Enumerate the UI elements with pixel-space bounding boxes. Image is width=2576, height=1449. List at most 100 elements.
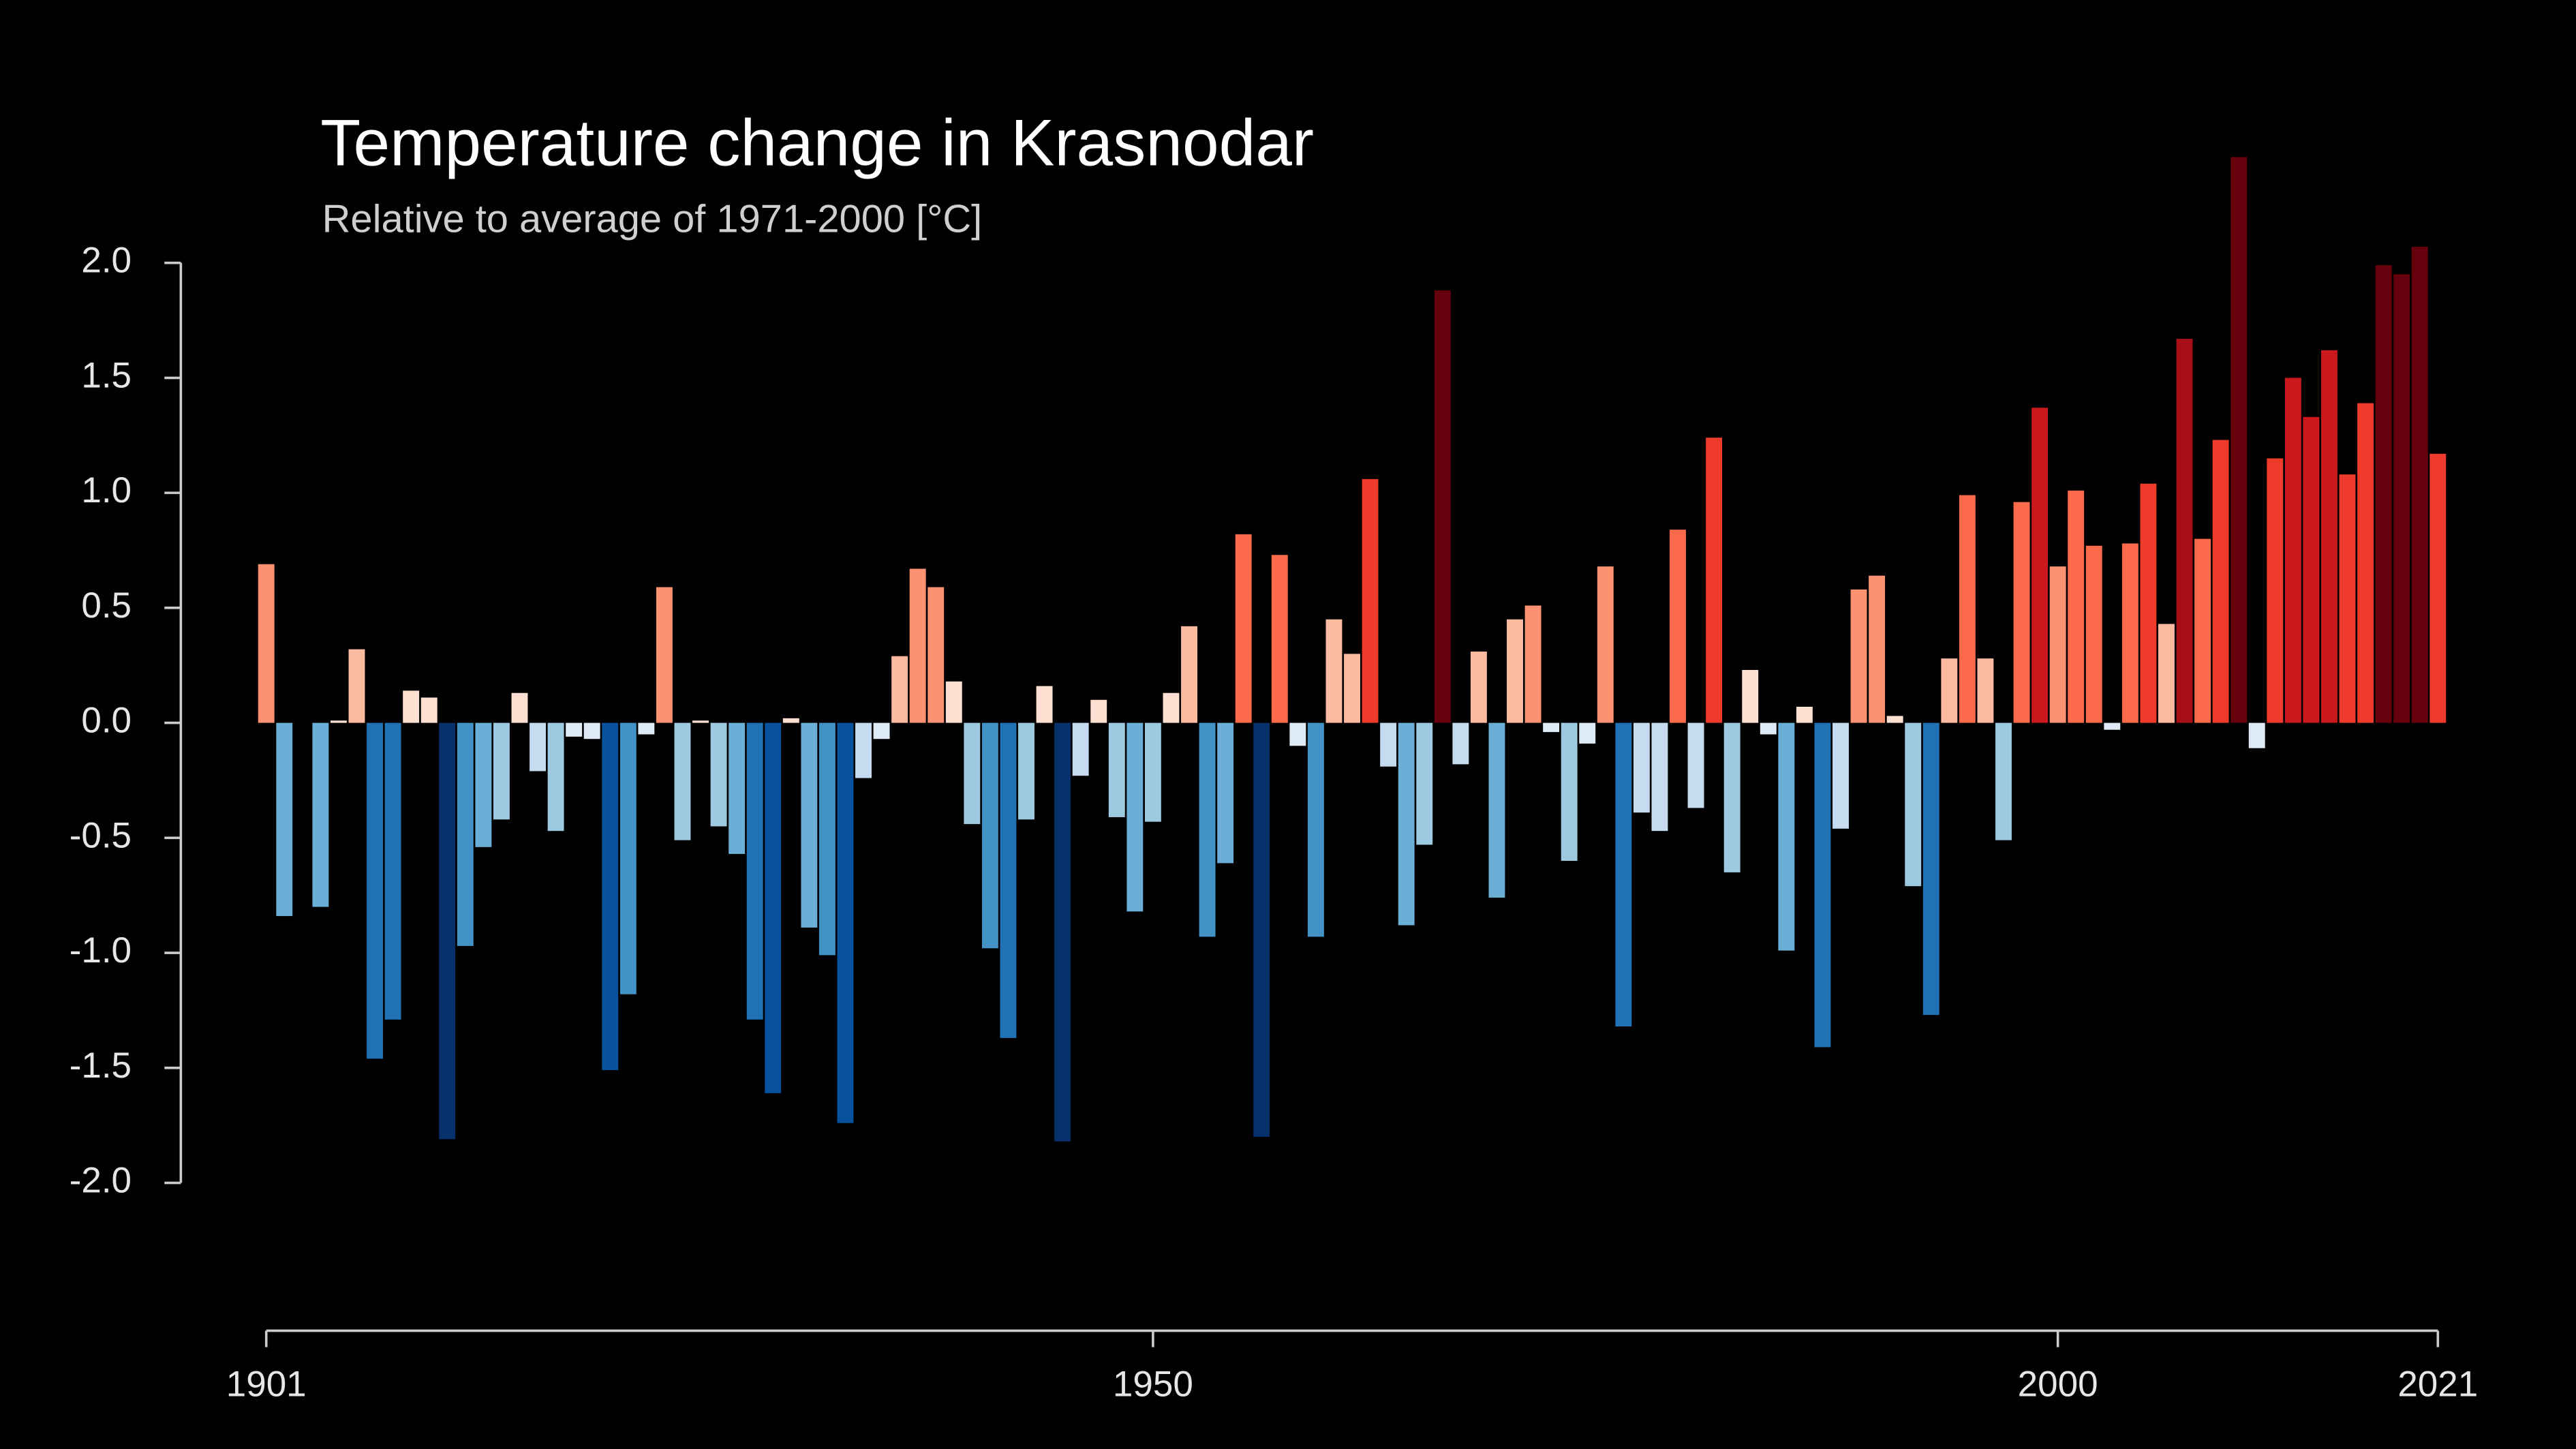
- bar: [710, 722, 727, 827]
- bar: [1488, 722, 1505, 898]
- y-tick-label: -0.5: [70, 815, 132, 855]
- bar: [276, 722, 293, 917]
- x-tick-label: 1950: [1113, 1364, 1193, 1404]
- bar: [1760, 722, 1777, 735]
- bar: [2411, 247, 2428, 723]
- bar: [2031, 408, 2049, 723]
- y-tick-label: 0.5: [81, 585, 132, 626]
- bar: [1579, 722, 1596, 744]
- bar: [2121, 543, 2138, 723]
- bar: [547, 722, 564, 832]
- bar: [801, 722, 818, 928]
- chart-title: Temperature change in Krasnodar: [320, 106, 1314, 179]
- bar: [1416, 722, 1433, 845]
- bar: [1995, 722, 2012, 840]
- bar: [1199, 722, 1216, 937]
- x-tick-label: 2000: [2018, 1364, 2098, 1404]
- bar: [765, 722, 782, 1093]
- bar: [403, 690, 420, 723]
- bar: [493, 722, 510, 820]
- bar: [1018, 722, 1034, 820]
- bar: [818, 722, 835, 956]
- bar: [1054, 722, 1071, 1142]
- bar: [1452, 722, 1469, 765]
- bar: [583, 722, 600, 739]
- bar: [1253, 722, 1270, 1138]
- bar: [945, 681, 962, 723]
- bar: [1434, 290, 1451, 723]
- bar: [782, 718, 799, 723]
- bar: [1524, 605, 1542, 723]
- bar: [1181, 626, 1197, 723]
- bar: [2230, 157, 2248, 723]
- bar: [330, 720, 347, 723]
- bar: [1108, 722, 1125, 817]
- bar: [1778, 722, 1795, 951]
- bar: [420, 697, 438, 723]
- bar: [2357, 403, 2374, 723]
- bar: [384, 722, 401, 1020]
- bar: [566, 722, 583, 737]
- bar: [1850, 589, 1867, 723]
- bar: [511, 692, 528, 723]
- y-tick-label: 1.0: [81, 470, 132, 510]
- bar: [2375, 265, 2392, 723]
- bar: [2085, 545, 2102, 723]
- bar: [1126, 722, 1144, 912]
- bar: [692, 720, 709, 723]
- x-tick-label: 1901: [226, 1364, 307, 1404]
- bar: [1742, 669, 1759, 723]
- bar: [258, 564, 275, 723]
- bar: [1144, 722, 1161, 822]
- bar: [1000, 722, 1017, 1038]
- y-tick-label: -1.0: [70, 930, 132, 971]
- bar: [1380, 722, 1397, 767]
- bar: [2212, 440, 2229, 723]
- chart-subtitle: Relative to average of 1971-2000 [°C]: [322, 198, 983, 241]
- bar: [2339, 474, 2356, 723]
- bar: [2104, 722, 2121, 730]
- bar: [1687, 722, 1704, 808]
- x-tick-label: 2021: [2397, 1364, 2478, 1404]
- bar: [1922, 722, 1939, 1016]
- bar: [1543, 722, 1560, 733]
- bar: [2013, 502, 2030, 723]
- bar: [2049, 566, 2066, 723]
- bar: [638, 722, 655, 735]
- bar: [837, 722, 854, 1123]
- bar: [674, 722, 691, 840]
- bar: [1796, 706, 1813, 723]
- bar: [2194, 538, 2211, 723]
- bar: [2158, 624, 2175, 723]
- bar: [1869, 575, 1886, 723]
- bar: [1344, 654, 1360, 723]
- bar: [1706, 438, 1723, 723]
- bar: [439, 722, 456, 1140]
- bar: [2429, 453, 2447, 723]
- bar: [1271, 555, 1288, 723]
- bar: [1833, 722, 1849, 829]
- bar: [2176, 339, 2193, 723]
- bar: [1723, 722, 1741, 872]
- bar: [1615, 722, 1632, 1027]
- bar: [1362, 478, 1379, 723]
- bar: [2303, 416, 2320, 723]
- bar: [1959, 495, 1976, 723]
- bar: [1036, 686, 1053, 723]
- bar: [746, 722, 763, 1020]
- bar: [1289, 722, 1306, 746]
- bar: [1307, 722, 1324, 937]
- bar: [1977, 658, 1994, 723]
- y-tick-label: -2.0: [70, 1161, 132, 1201]
- bar: [619, 722, 637, 994]
- bar: [1941, 658, 1958, 723]
- bar: [1905, 722, 1922, 887]
- bar: [909, 568, 926, 723]
- bar: [2267, 458, 2284, 723]
- bar: [602, 722, 619, 1071]
- bar: [1651, 722, 1668, 832]
- bar: [457, 722, 474, 946]
- bar: [1814, 722, 1831, 1048]
- bar: [964, 722, 981, 825]
